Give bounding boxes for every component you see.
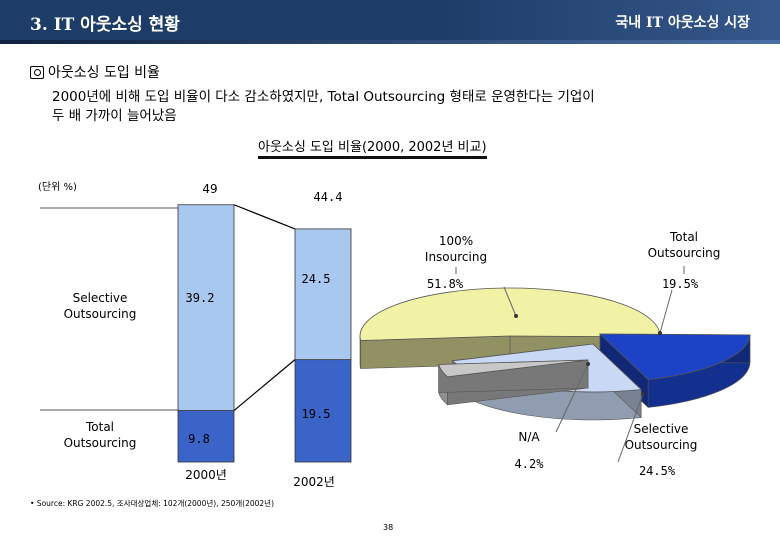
- pie-slice-1: [598, 333, 751, 380]
- pie-label-na-value: 4.2%: [515, 457, 545, 471]
- pie-label-selective-line2: Outsourcing: [625, 438, 698, 452]
- market-title: 국내 IT 아웃소싱 시장: [615, 15, 750, 31]
- total-outsourcing-label-2000: 9.8: [188, 432, 210, 446]
- leader-line-selective: [617, 393, 644, 463]
- pie-label-total-name: Total Outsourcing: [648, 230, 721, 260]
- connector-mid: [233, 359, 296, 412]
- pie-label-total-value: 19.5%: [662, 277, 699, 291]
- section-heading: 아웃소싱 도입 비율: [30, 62, 160, 82]
- description: 2000년에 비해 도입 비율이 다소 감소하였지만, Total Outsou…: [52, 88, 752, 126]
- header-bar: 3. IT 아웃소싱 현황 국내 IT 아웃소싱 시장: [0, 0, 780, 44]
- bar-total-0: [177, 410, 235, 463]
- description-line-2: 두 배 가까이 늘어났음: [52, 108, 177, 124]
- pie-label-insourcing-line1: 100%: [439, 234, 473, 248]
- row-label-selective: Selective Outsourcing: [64, 291, 137, 321]
- leader-dot-total: [658, 331, 662, 335]
- leader-dot-na: [586, 362, 590, 366]
- page-number: 38: [383, 523, 394, 532]
- bar-chart: [177, 204, 352, 463]
- row-label-total-line2: Outsourcing: [64, 436, 137, 450]
- pie-label-total-line1: Total: [669, 230, 698, 244]
- pie-label-total-line2: Outsourcing: [648, 246, 721, 260]
- leader-dot-selective: [641, 392, 645, 396]
- total-outsourcing-label-2002: 19.5: [302, 407, 331, 421]
- heading-text: 아웃소싱 도입 비율: [48, 65, 160, 81]
- bar-total-1: [294, 359, 352, 463]
- pie-slice-3: [438, 359, 589, 378]
- leader-dot-insourcing: [514, 314, 518, 318]
- source-note: • Source: KRG 2002.5, 조사대상업체: 102개(2000년…: [30, 499, 275, 508]
- category-label-2002: 2002년: [293, 475, 335, 489]
- total-label-2000: 49: [202, 182, 217, 196]
- checkbox-bullet-icon: [30, 66, 44, 79]
- pie-label-selective-name: Selective Outsourcing: [625, 422, 698, 452]
- row-label-selective-line1: Selective: [73, 291, 128, 305]
- pie-slice-0: [359, 287, 661, 341]
- selective-label-2002: 24.5: [302, 272, 331, 286]
- unit-label: (단위 %): [38, 182, 77, 193]
- row-label-total: Total Outsourcing: [64, 420, 137, 450]
- header-stripe: [0, 40, 780, 44]
- category-label-2000: 2000년: [185, 468, 227, 482]
- pie-label-selective-line1: Selective: [634, 422, 689, 436]
- leader-line-insourcing-value: [503, 286, 517, 317]
- selective-label-2000: 39.2: [186, 291, 215, 305]
- pie-label-selective-value: 24.5%: [639, 464, 676, 478]
- pie-label-insourcing-line2: Insourcing: [425, 250, 487, 264]
- pie-label-na-name: N/A: [518, 430, 540, 444]
- pie-chart: [359, 287, 751, 421]
- chart-title: 아웃소싱 도입 비율(2000, 2002년 비교): [258, 136, 487, 159]
- leader-line-total-value: [659, 289, 673, 334]
- bar-selective-1: [294, 228, 352, 361]
- description-line-1: 2000년에 비해 도입 비율이 다소 감소하였지만, Total Outsou…: [52, 89, 595, 105]
- pie-label-insourcing-name: 100% Insourcing: [425, 234, 487, 264]
- pie-label-insourcing-value: 51.8%: [427, 277, 464, 291]
- row-label-selective-line2: Outsourcing: [64, 307, 137, 321]
- bar-selective-0: [177, 204, 235, 411]
- connector-top: [233, 204, 296, 230]
- total-label-2002: 44.4: [314, 190, 343, 204]
- leader-line-na: [555, 363, 589, 433]
- row-label-total-line1: Total: [85, 420, 114, 434]
- section-title: 3. IT 아웃소싱 현황: [30, 15, 180, 35]
